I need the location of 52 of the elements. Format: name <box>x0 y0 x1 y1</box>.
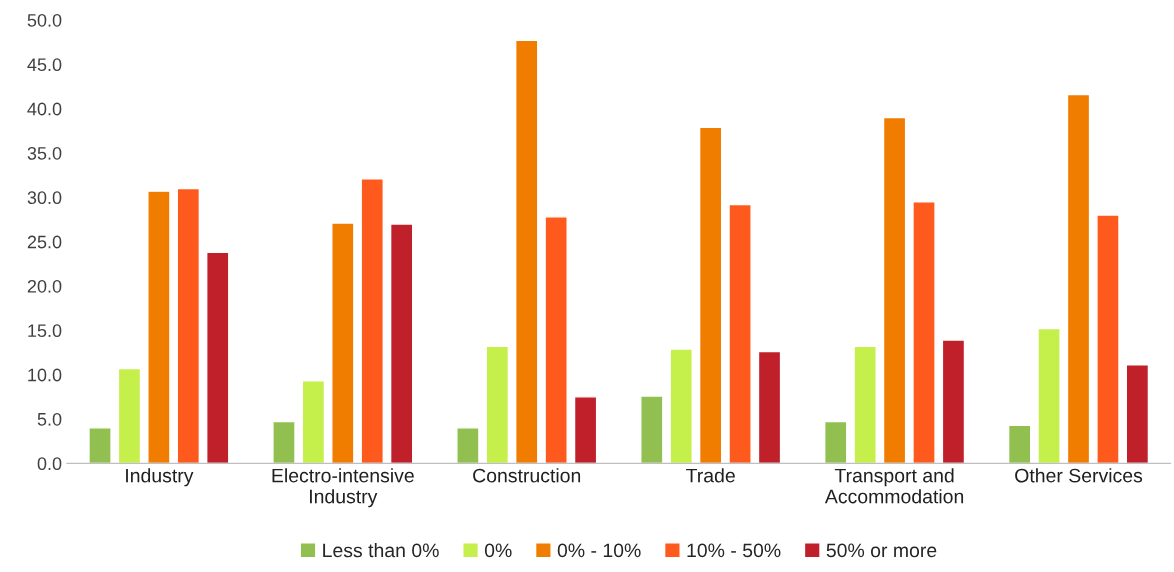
x-tick-label: Transport and Accommodation <box>824 468 964 504</box>
bar <box>117 367 142 464</box>
bar <box>176 187 201 464</box>
y-tick-label: 20.0 <box>27 279 62 293</box>
bar <box>88 427 112 464</box>
y-tick-label: 40.0 <box>27 102 62 116</box>
y-tick-label: 5.0 <box>37 412 62 426</box>
x-tick-label: Construction <box>473 468 581 483</box>
bar <box>206 251 230 464</box>
x-tick-label: Trade <box>686 468 735 483</box>
bar <box>515 39 539 464</box>
bar <box>669 348 693 464</box>
bar <box>272 420 296 464</box>
bar <box>485 345 510 464</box>
bar <box>544 216 568 464</box>
x-tick-label: Electro-intensive Industry <box>272 468 414 508</box>
y-tick-label: 25.0 <box>27 235 62 249</box>
bar <box>853 345 877 464</box>
legend-label: Less than 0% <box>323 542 439 558</box>
bar <box>882 116 907 464</box>
bar <box>331 222 355 464</box>
bar <box>728 203 752 464</box>
y-tick-label: 50.0 <box>27 13 62 27</box>
bar <box>1066 93 1091 464</box>
legend-label: 0% - 10% <box>557 543 641 558</box>
y-tick-label: 30.0 <box>27 191 62 205</box>
bar <box>301 380 326 464</box>
legend-label: 10% - 50% <box>687 543 781 558</box>
legend-label: 50% or more <box>826 543 937 558</box>
bar <box>1037 327 1061 464</box>
bar <box>360 178 384 464</box>
bar <box>389 223 414 464</box>
x-tick-label: Industry <box>126 468 194 487</box>
bar <box>1096 214 1120 464</box>
bar <box>1007 424 1032 464</box>
legend-label: 0% <box>484 543 512 558</box>
bar <box>912 201 936 464</box>
bar <box>941 339 966 464</box>
bar <box>640 395 664 464</box>
y-tick-label: 10.0 <box>28 368 62 382</box>
y-tick-label: 45.0 <box>27 58 62 72</box>
y-tick-label: 0.0 <box>37 457 62 471</box>
bar <box>757 350 782 464</box>
bar <box>456 427 480 464</box>
bar <box>573 396 598 464</box>
y-tick-label: 35.0 <box>27 146 62 160</box>
bar <box>147 190 171 464</box>
x-tick-label: Other Services <box>1015 468 1143 483</box>
y-tick-label: 15.0 <box>28 324 62 338</box>
bar <box>824 420 848 464</box>
bar <box>698 126 723 464</box>
bar <box>1125 364 1150 464</box>
